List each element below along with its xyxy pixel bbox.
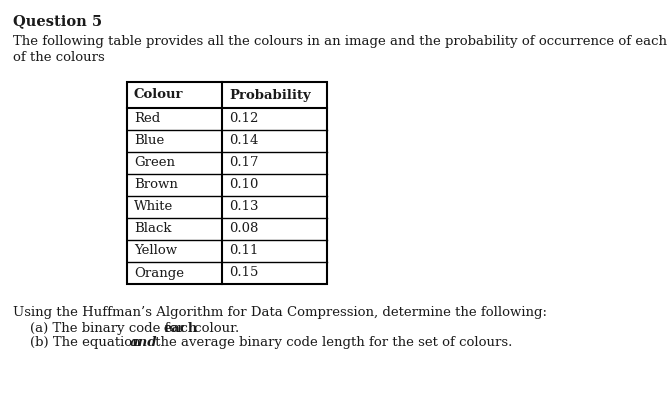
Text: 0.14: 0.14 [229, 135, 258, 148]
Text: Question 5: Question 5 [13, 14, 102, 28]
Text: Orange: Orange [134, 267, 184, 279]
Text: (b) The equation: (b) The equation [30, 336, 145, 349]
Text: Probability: Probability [229, 88, 311, 101]
Text: the average binary code length for the set of colours.: the average binary code length for the s… [151, 336, 512, 349]
Text: Using the Huffman’s Algorithm for Data Compression, determine the following:: Using the Huffman’s Algorithm for Data C… [13, 306, 547, 319]
Text: 0.15: 0.15 [229, 267, 258, 279]
Text: 0.08: 0.08 [229, 222, 258, 236]
Text: Black: Black [134, 222, 171, 236]
Bar [127, 82, 327, 284]
Text: Yellow: Yellow [134, 244, 177, 258]
Text: Red: Red [134, 113, 160, 125]
Text: Colour: Colour [134, 88, 183, 101]
Text: 0.12: 0.12 [229, 113, 258, 125]
Text: and: and [130, 336, 157, 349]
Text: White: White [134, 201, 173, 213]
Text: colour.: colour. [190, 322, 239, 335]
Text: each: each [163, 322, 197, 335]
Text: Blue: Blue [134, 135, 164, 148]
Text: 0.10: 0.10 [229, 178, 258, 191]
Text: of the colours: of the colours [13, 51, 105, 64]
Text: Green: Green [134, 156, 175, 170]
Text: Brown: Brown [134, 178, 178, 191]
Text: 0.13: 0.13 [229, 201, 259, 213]
Text: (a) The binary code for: (a) The binary code for [30, 322, 188, 335]
Text: 0.11: 0.11 [229, 244, 258, 258]
Text: The following table provides all the colours in an image and the probability of : The following table provides all the col… [13, 35, 667, 48]
Text: 0.17: 0.17 [229, 156, 259, 170]
